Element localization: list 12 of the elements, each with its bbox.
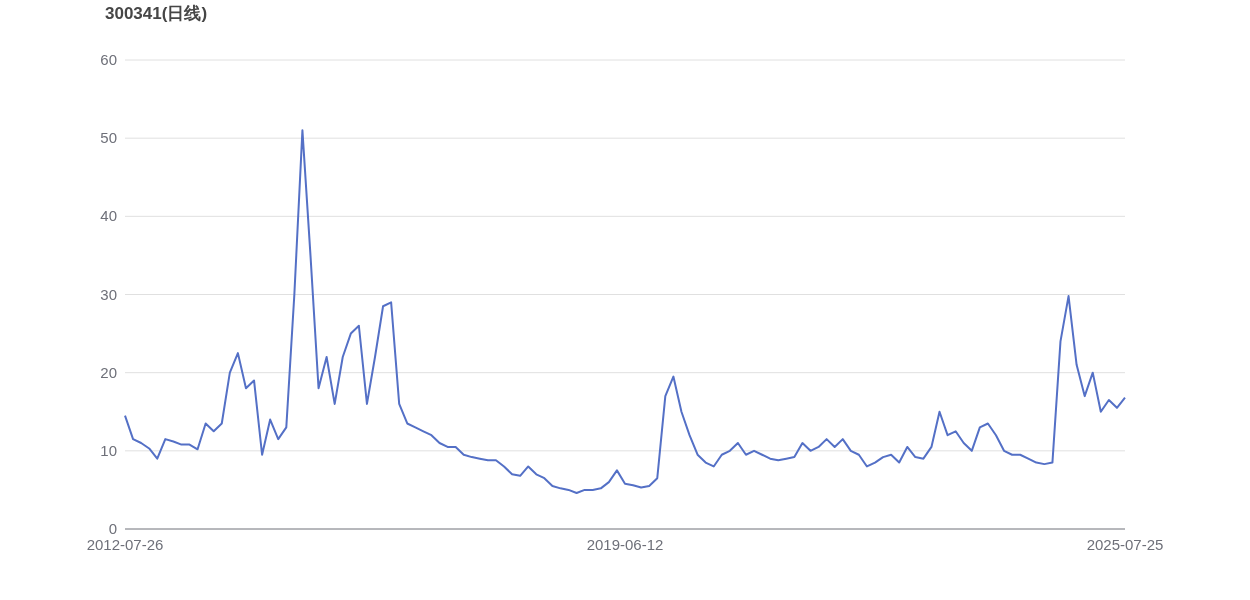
y-tick-label: 30 [100, 285, 117, 303]
x-tick-label: 2012-07-26 [86, 536, 164, 553]
line-series [124, 129, 1126, 495]
y-tick-label: 0 [108, 520, 117, 537]
y-tick-label: 10 [100, 441, 117, 459]
x-tick-label: 2025-07-25 [1086, 536, 1164, 553]
y-tick-label: 40 [100, 207, 117, 225]
x-tick-label: 2019-06-12 [586, 536, 664, 553]
y-tick-label: 20 [100, 363, 117, 381]
y-tick-label: 50 [100, 129, 117, 147]
chart-title: 300341(日线) [105, 4, 208, 23]
y-tick-label: 60 [100, 51, 117, 68]
